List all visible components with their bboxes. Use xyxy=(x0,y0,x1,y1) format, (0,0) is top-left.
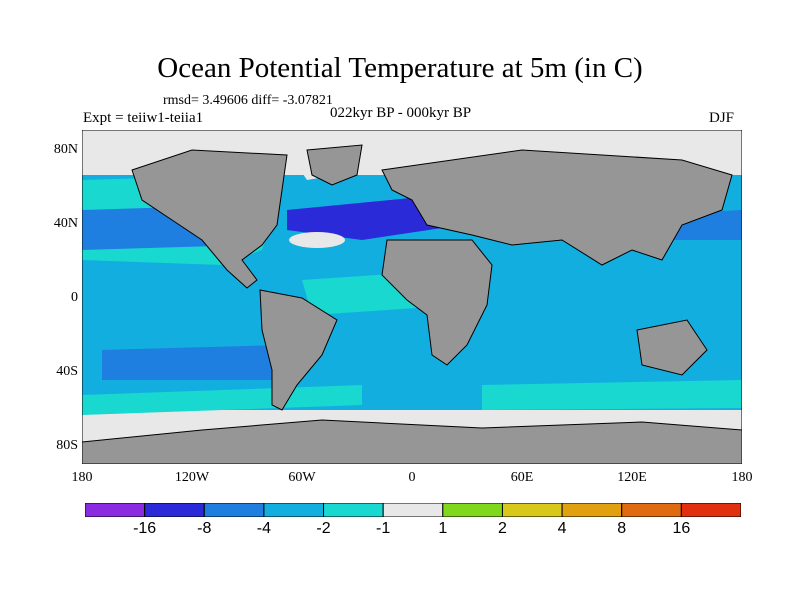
colorbar-label: -1 xyxy=(376,520,391,537)
colorbar-swatch xyxy=(501,503,563,517)
ocean-temperature-map xyxy=(82,130,742,464)
antarctica xyxy=(82,419,742,464)
southern-indian-cyan-band xyxy=(482,380,742,410)
colorbar-label: -8 xyxy=(197,520,212,537)
colorbar-label: 4 xyxy=(557,520,567,537)
colorbar-swatch xyxy=(561,503,623,517)
colorbar-label: 2 xyxy=(498,520,507,537)
rmsd-diff-stats: rmsd= 3.49606 diff= -3.07821 xyxy=(163,93,333,108)
lon-label-120w: 120W xyxy=(174,470,210,485)
period-label: 022kyr BP - 000kyr BP xyxy=(330,105,472,121)
gulf-stream-ice-streak xyxy=(289,232,345,248)
colorbar-label: -2 xyxy=(316,520,331,537)
lat-label-0: 0 xyxy=(71,290,78,305)
lat-label-40s: 40S xyxy=(56,364,78,379)
lon-label-180e: 180 xyxy=(731,470,753,485)
lat-label-80n: 80N xyxy=(53,142,78,157)
colorbar-swatch xyxy=(203,503,265,517)
colorbar-swatch xyxy=(621,503,682,517)
continents xyxy=(82,144,742,464)
colorbar-swatch xyxy=(442,503,503,517)
colorbar-swatch xyxy=(382,503,444,517)
colorbar-label: 8 xyxy=(617,520,627,537)
south-america xyxy=(259,289,338,411)
europe-asia xyxy=(381,149,733,266)
colorbar-label: -4 xyxy=(256,520,272,537)
lat-label-40n: 40N xyxy=(53,216,78,231)
lon-label-60w: 60W xyxy=(288,470,316,485)
colorbar-label: 1 xyxy=(438,520,448,537)
colorbar-label: -16 xyxy=(133,520,157,537)
north-america xyxy=(131,149,288,289)
lon-label-120e: 120E xyxy=(617,470,647,485)
experiment-label: Expt = teiiw1-teiia1 xyxy=(83,110,204,126)
colorbar-swatch xyxy=(680,503,741,517)
australia xyxy=(636,319,708,376)
south-pacific-cool-band xyxy=(102,345,282,380)
lon-label-60e: 60E xyxy=(510,470,534,485)
lat-label-80s: 80S xyxy=(56,438,78,453)
map-title: Ocean Potential Temperature at 5m (in C) xyxy=(157,52,643,84)
greenland xyxy=(306,144,363,186)
lon-label-180w: 180 xyxy=(71,470,93,485)
season-label: DJF xyxy=(709,110,735,126)
lon-label-0: 0 xyxy=(408,470,416,485)
colorbar-swatch xyxy=(263,503,325,517)
colorbar-swatch xyxy=(85,503,146,517)
colorbar-label: 16 xyxy=(672,520,691,537)
africa xyxy=(381,239,493,366)
colorbar xyxy=(85,503,741,517)
colorbar-swatch xyxy=(323,503,384,517)
colorbar-swatch xyxy=(144,503,205,517)
